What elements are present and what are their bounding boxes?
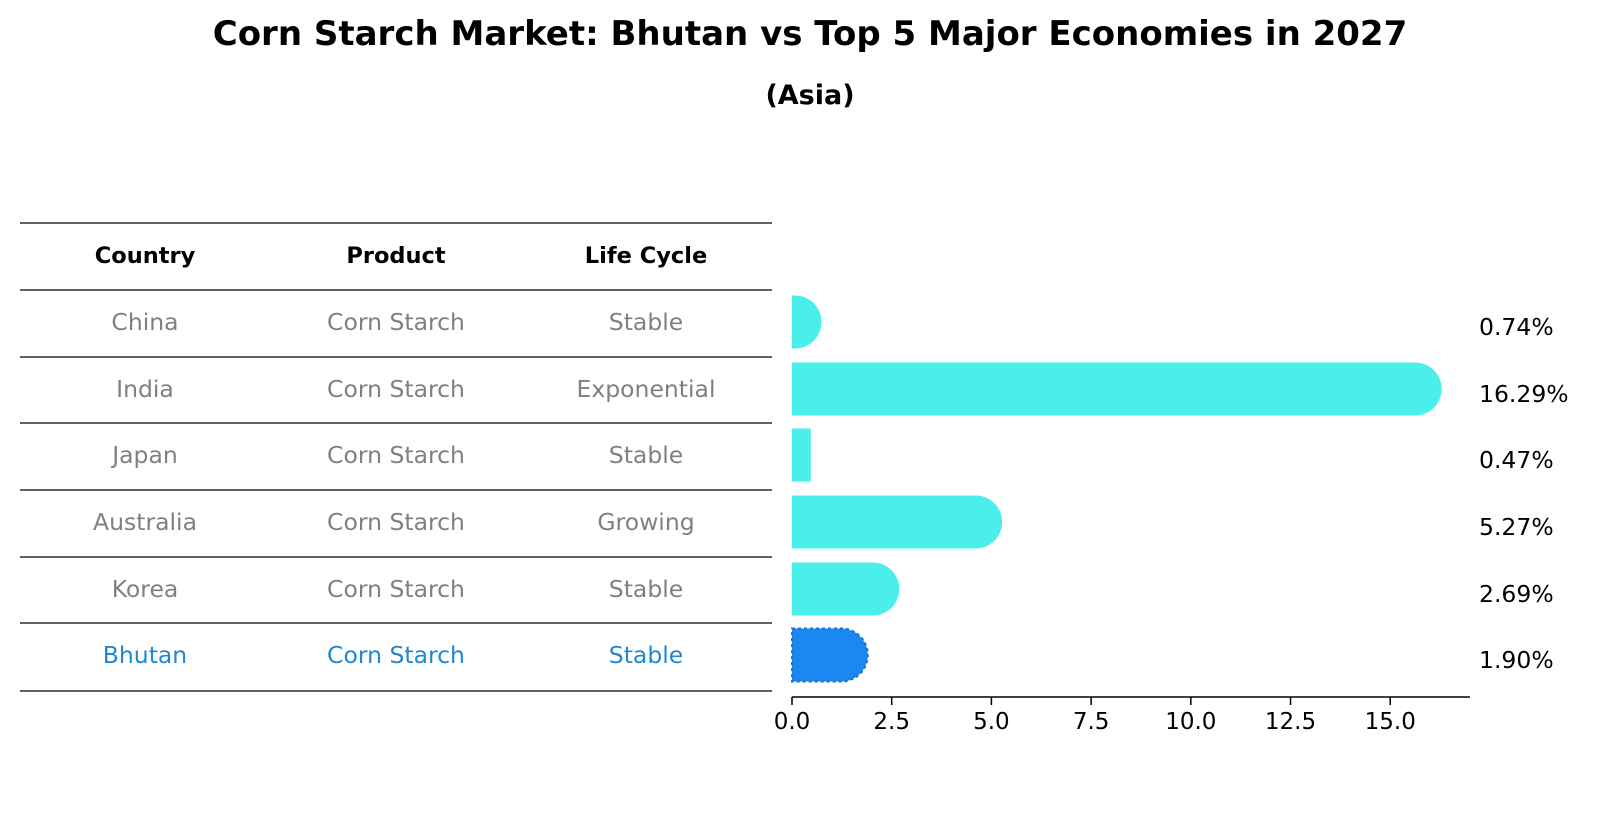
data-table: Country Product Life Cycle China Corn Starch… <box>20 222 772 692</box>
table-cell: Exponential <box>577 375 716 403</box>
table-header-country: Country <box>95 243 196 269</box>
table-cell: Corn Starch <box>327 508 465 536</box>
bar-korea <box>792 562 900 616</box>
table-cell: Corn Starch <box>327 441 465 469</box>
table-cell: India <box>116 375 174 403</box>
table-header-life-cycle: Life Cycle <box>585 243 707 269</box>
value-labels: 0.74% 16.29% 0.47% 5.27% 2.69% 1.90% <box>1479 313 1569 674</box>
table-row: Australia Corn Starch Growing <box>93 508 695 536</box>
table-cell: China <box>111 308 178 336</box>
table-cell: Corn Starch <box>327 575 465 603</box>
table-cell: Stable <box>609 575 683 603</box>
chart-title: Corn Starch Market: Bhutan vs Top 5 Majo… <box>212 14 1408 54</box>
x-tick-label: 0.0 <box>774 709 811 735</box>
bar-bhutan <box>791 627 869 683</box>
bar-australia <box>792 495 1003 549</box>
table-cell: Stable <box>609 308 683 336</box>
table-row: China Corn Starch Stable <box>111 308 683 336</box>
chart-subtitle: (Asia) <box>765 80 855 111</box>
table-row: Korea Corn Starch Stable <box>112 575 684 603</box>
table-cell: Bhutan <box>103 641 187 669</box>
x-tick-label: 2.5 <box>873 709 910 735</box>
table-row: Japan Corn Starch Stable <box>110 441 683 469</box>
x-tick-label: 15.0 <box>1365 709 1416 735</box>
table-cell: Corn Starch <box>327 641 465 669</box>
value-label-australia: 5.27% <box>1479 513 1554 541</box>
table-cell: Japan <box>110 441 178 469</box>
x-tick-label: 7.5 <box>1073 709 1110 735</box>
table-cell: Australia <box>93 508 197 536</box>
table-cell: Stable <box>609 441 683 469</box>
table-header-product: Product <box>346 243 446 269</box>
x-axis: 0.0 2.5 5.0 7.5 10.0 12.5 15.0 <box>774 696 1470 735</box>
bar-series <box>791 295 1442 683</box>
table-cell: Growing <box>597 508 694 536</box>
x-tick-label: 10.0 <box>1165 709 1216 735</box>
value-label-bhutan: 1.90% <box>1479 646 1554 674</box>
bar-india <box>792 362 1442 416</box>
value-label-india: 16.29% <box>1479 380 1569 408</box>
x-tick-label: 12.5 <box>1265 709 1316 735</box>
table-cell: Stable <box>609 641 683 669</box>
x-tick-label: 5.0 <box>973 709 1010 735</box>
value-label-korea: 2.69% <box>1479 580 1554 608</box>
table-row: India Corn Starch Exponential <box>116 375 715 403</box>
bar-china <box>792 295 822 349</box>
table-cell: Korea <box>112 575 179 603</box>
table-cell: Corn Starch <box>327 375 465 403</box>
value-label-japan: 0.47% <box>1479 446 1554 474</box>
value-label-china: 0.74% <box>1479 313 1554 341</box>
bar-japan <box>792 428 811 482</box>
table-row: Bhutan Corn Starch Stable <box>103 641 683 669</box>
table-cell: Corn Starch <box>327 308 465 336</box>
